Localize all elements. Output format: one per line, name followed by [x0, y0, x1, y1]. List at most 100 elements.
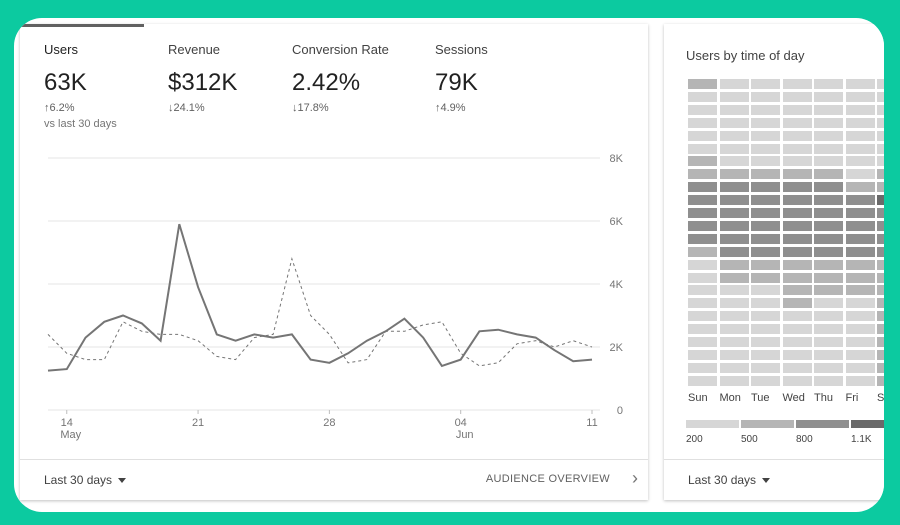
heatmap-cell[interactable] — [877, 233, 884, 244]
heatmap-cell[interactable] — [845, 259, 875, 270]
heatmap-cell[interactable] — [877, 130, 884, 141]
metric-tab-conversion-rate[interactable]: Conversion Rate 2.42% ↓17.8% — [292, 42, 389, 114]
heatmap-cell[interactable] — [688, 208, 717, 218]
heatmap-cell[interactable] — [688, 298, 717, 309]
heatmap-cell[interactable] — [814, 298, 843, 309]
heatmap-cell[interactable] — [719, 143, 749, 154]
heatmap-cell[interactable] — [751, 130, 780, 141]
heatmap-cell[interactable] — [719, 375, 749, 386]
heatmap-cell[interactable] — [688, 79, 717, 89]
heatmap-cell[interactable] — [688, 195, 717, 206]
heatmap-cell[interactable] — [688, 220, 717, 231]
heatmap-cell[interactable] — [845, 130, 875, 141]
heatmap-cell[interactable] — [719, 311, 749, 322]
heatmap-cell[interactable] — [877, 285, 884, 296]
heatmap-cell[interactable] — [751, 117, 780, 128]
heatmap-cell[interactable] — [751, 259, 780, 270]
metric-tab-users[interactable]: Users 63K ↑6.2% vs last 30 days — [44, 42, 117, 130]
heatmap-cell[interactable] — [688, 156, 717, 167]
heatmap-cell[interactable] — [814, 195, 843, 206]
heatmap-cell[interactable] — [688, 259, 717, 270]
heatmap-cell[interactable] — [814, 285, 843, 296]
heatmap-cell[interactable] — [877, 246, 884, 257]
heatmap-cell[interactable] — [719, 259, 749, 270]
heatmap-cell[interactable] — [877, 169, 884, 180]
heatmap-cell[interactable] — [845, 182, 875, 193]
heatmap-cell[interactable] — [877, 143, 884, 154]
heatmap-cell[interactable] — [845, 233, 875, 244]
heatmap-cell[interactable] — [719, 285, 749, 296]
heatmap-cell[interactable] — [845, 220, 875, 231]
heatmap-cell[interactable] — [688, 246, 717, 257]
heatmap-cell[interactable] — [814, 233, 843, 244]
heatmap-cell[interactable] — [719, 272, 749, 283]
heatmap-cell[interactable] — [845, 117, 875, 128]
heatmap-cell[interactable] — [877, 311, 884, 322]
heatmap-cell[interactable] — [877, 182, 884, 193]
heatmap-cell[interactable] — [877, 298, 884, 309]
heatmap-cell[interactable] — [688, 91, 717, 102]
heatmap-cell[interactable] — [782, 324, 812, 335]
heatmap-cell[interactable] — [845, 169, 875, 180]
heatmap-cell[interactable] — [845, 104, 875, 115]
heatmap-cell[interactable] — [719, 104, 749, 115]
heatmap-cell[interactable] — [688, 233, 717, 244]
heatmap-cell[interactable] — [751, 156, 780, 167]
heatmap-cell[interactable] — [782, 91, 812, 102]
heatmap-cell[interactable] — [877, 375, 884, 386]
heatmap-cell[interactable] — [782, 195, 812, 206]
heatmap-cell[interactable] — [719, 349, 749, 360]
heatmap-cell[interactable] — [688, 182, 717, 193]
heatmap-cell[interactable] — [814, 375, 843, 386]
heatmap-cell[interactable] — [719, 182, 749, 193]
heatmap-cell[interactable] — [877, 156, 884, 167]
heatmap-cell[interactable] — [751, 375, 780, 386]
heatmap-cell[interactable] — [751, 324, 780, 335]
heatmap-cell[interactable] — [877, 362, 884, 373]
heatmap-cell[interactable] — [751, 220, 780, 231]
heatmap-cell[interactable] — [782, 104, 812, 115]
heatmap-cell[interactable] — [719, 79, 749, 89]
heatmap-cell[interactable] — [751, 298, 780, 309]
heatmap-cell[interactable] — [814, 117, 843, 128]
heatmap-cell[interactable] — [719, 337, 749, 347]
heatmap-cell[interactable] — [782, 311, 812, 322]
heatmap-cell[interactable] — [782, 349, 812, 360]
heatmap-cell[interactable] — [845, 246, 875, 257]
heatmap-cell[interactable] — [814, 324, 843, 335]
heatmap-cell[interactable] — [719, 208, 749, 218]
heatmap-cell[interactable] — [782, 117, 812, 128]
heatmap-cell[interactable] — [688, 324, 717, 335]
date-range-dropdown[interactable]: Last 30 days — [44, 473, 127, 487]
heatmap-cell[interactable] — [845, 79, 875, 89]
heatmap-cell[interactable] — [814, 130, 843, 141]
heatmap-cell[interactable] — [877, 104, 884, 115]
heatmap-cell[interactable] — [877, 349, 884, 360]
heatmap-cell[interactable] — [782, 298, 812, 309]
heatmap-cell[interactable] — [814, 337, 843, 347]
heatmap-cell[interactable] — [688, 362, 717, 373]
heatmap-cell[interactable] — [782, 246, 812, 257]
heatmap-cell[interactable] — [814, 79, 843, 89]
heatmap-cell[interactable] — [877, 272, 884, 283]
heatmap-cell[interactable] — [845, 91, 875, 102]
heatmap-cell[interactable] — [751, 104, 780, 115]
heatmap-cell[interactable] — [877, 324, 884, 335]
heatmap-cell[interactable] — [814, 311, 843, 322]
heatmap-cell[interactable] — [814, 91, 843, 102]
heatmap-cell[interactable] — [814, 156, 843, 167]
heatmap-cell[interactable] — [719, 169, 749, 180]
heatmap-cell[interactable] — [751, 182, 780, 193]
heatmap-cell[interactable] — [845, 285, 875, 296]
heatmap-cell[interactable] — [688, 285, 717, 296]
heatmap-cell[interactable] — [814, 208, 843, 218]
heatmap-cell[interactable] — [719, 362, 749, 373]
heatmap-cell[interactable] — [688, 337, 717, 347]
heatmap-cell[interactable] — [688, 130, 717, 141]
heatmap-cell[interactable] — [814, 104, 843, 115]
heatmap-cell[interactable] — [719, 220, 749, 231]
heatmap-cell[interactable] — [751, 246, 780, 257]
chevron-right-icon[interactable]: › — [632, 468, 638, 488]
heatmap-cell[interactable] — [688, 117, 717, 128]
heatmap-cell[interactable] — [751, 233, 780, 244]
